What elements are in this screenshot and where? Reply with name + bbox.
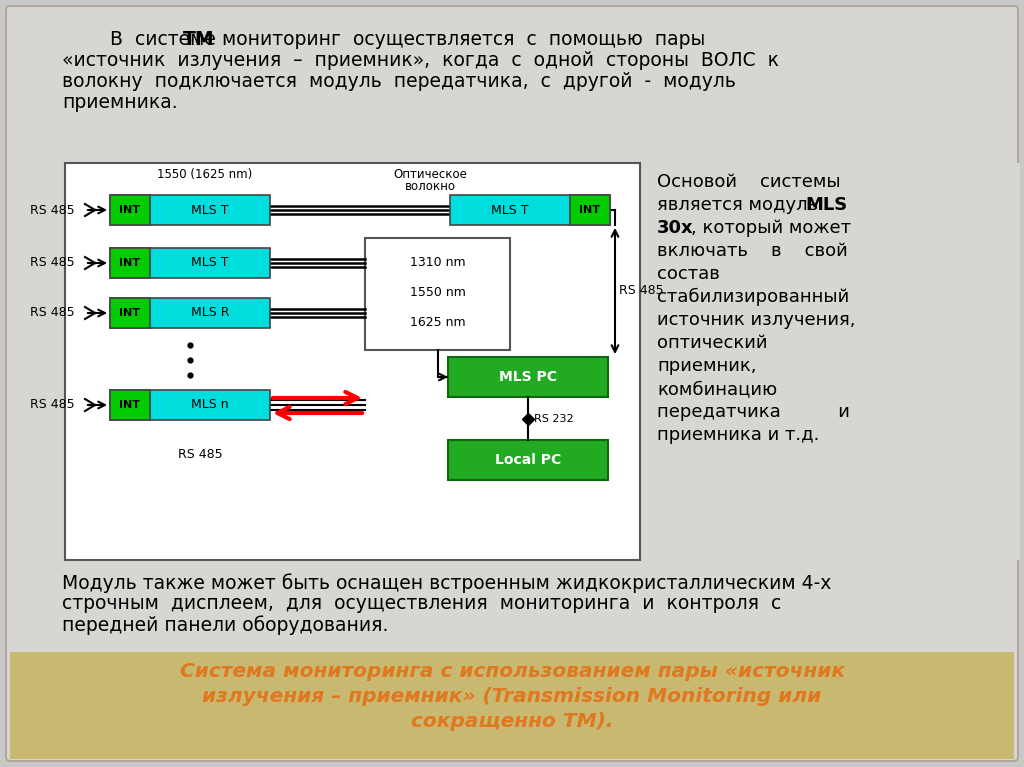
Text: INT: INT (120, 205, 140, 215)
Text: является модуль: является модуль (657, 196, 824, 214)
Text: 1310 nm: 1310 nm (410, 256, 465, 269)
Text: стабилизированный: стабилизированный (657, 288, 849, 306)
Text: «источник  излучения  –  приемник»,  когда  с  одной  стороны  ВОЛС  к: «источник излучения – приемник», когда с… (62, 51, 779, 70)
Text: волокно: волокно (404, 180, 456, 193)
Text: включать    в    свой: включать в свой (657, 242, 848, 260)
FancyBboxPatch shape (365, 238, 510, 350)
FancyBboxPatch shape (110, 298, 150, 328)
Text: MLS: MLS (805, 196, 847, 214)
Text: Оптическое: Оптическое (393, 168, 467, 181)
FancyBboxPatch shape (449, 357, 608, 397)
Text: 1550 (1625 nm): 1550 (1625 nm) (158, 168, 253, 181)
Text: комбинацию: комбинацию (657, 380, 777, 398)
FancyBboxPatch shape (65, 163, 640, 560)
Text: состав: состав (657, 265, 720, 283)
FancyBboxPatch shape (570, 195, 610, 225)
Text: INT: INT (120, 258, 140, 268)
Text: Local PC: Local PC (495, 453, 561, 467)
FancyBboxPatch shape (110, 195, 270, 225)
Text: RS 485: RS 485 (31, 307, 75, 320)
Text: INT: INT (120, 308, 140, 318)
Text: RS 485: RS 485 (618, 285, 664, 298)
Text: MLS n: MLS n (191, 399, 228, 412)
Text: ТМ: ТМ (183, 30, 215, 49)
Text: строчным  дисплеем,  для  осуществления  мониторинга  и  контроля  с: строчным дисплеем, для осуществления мон… (62, 594, 781, 613)
Text: приемника.: приемника. (62, 93, 177, 112)
FancyBboxPatch shape (110, 195, 150, 225)
Text: INT: INT (120, 400, 140, 410)
Text: 30x: 30x (657, 219, 693, 237)
Text: MLS T: MLS T (492, 203, 528, 216)
FancyBboxPatch shape (10, 652, 1014, 759)
FancyBboxPatch shape (6, 6, 1018, 761)
Text: RS 485: RS 485 (31, 256, 75, 269)
Text: MLS R: MLS R (190, 307, 229, 320)
FancyBboxPatch shape (450, 195, 610, 225)
Text: 1550 nm: 1550 nm (410, 287, 466, 299)
Text: RS 485: RS 485 (31, 399, 75, 412)
Text: Модуль также может быть оснащен встроенным жидкокристаллическим 4-х: Модуль также может быть оснащен встроенн… (62, 573, 831, 593)
Text: источник излучения,: источник излучения, (657, 311, 855, 329)
FancyBboxPatch shape (650, 163, 1020, 560)
FancyBboxPatch shape (110, 390, 150, 420)
Text: RS 485: RS 485 (178, 448, 222, 461)
Text: Основой    системы: Основой системы (657, 173, 841, 191)
Text: INT: INT (580, 205, 600, 215)
Text: 1625 nm: 1625 nm (410, 317, 465, 330)
Text: , который может: , который может (691, 219, 851, 237)
Text: MLS PC: MLS PC (499, 370, 557, 384)
FancyBboxPatch shape (449, 440, 608, 480)
Text: оптический: оптический (657, 334, 768, 352)
FancyBboxPatch shape (110, 390, 270, 420)
FancyBboxPatch shape (110, 248, 270, 278)
Text: сокращенно ТМ).: сокращенно ТМ). (411, 712, 613, 731)
FancyBboxPatch shape (110, 298, 270, 328)
Text: мониторинг  осуществляется  с  помощью  пары: мониторинг осуществляется с помощью пары (210, 30, 706, 49)
Text: MLS T: MLS T (191, 203, 228, 216)
Text: волокну  подключается  модуль  передатчика,  с  другой  -  модуль: волокну подключается модуль передатчика,… (62, 72, 736, 91)
Text: Система мониторинга с использованием пары «источник: Система мониторинга с использованием пар… (179, 662, 845, 681)
Text: В  системе: В системе (62, 30, 228, 49)
Text: излучения – приемник» (Transmission Monitoring или: излучения – приемник» (Transmission Moni… (203, 687, 821, 706)
Text: приемника и т.д.: приемника и т.д. (657, 426, 819, 444)
FancyBboxPatch shape (110, 248, 150, 278)
Text: приемник,: приемник, (657, 357, 757, 375)
Text: MLS T: MLS T (191, 256, 228, 269)
Text: RS 485: RS 485 (31, 203, 75, 216)
Text: RS 232: RS 232 (534, 413, 573, 423)
Text: передней панели оборудования.: передней панели оборудования. (62, 615, 388, 634)
Text: передатчика          и: передатчика и (657, 403, 850, 421)
